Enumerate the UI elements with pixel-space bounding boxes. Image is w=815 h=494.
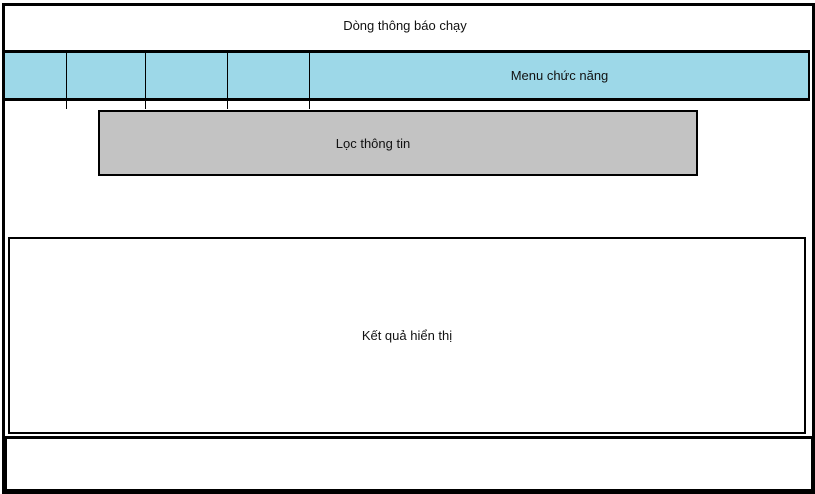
menu-slot-1[interactable] <box>5 53 67 109</box>
filter-label: Lọc thông tin <box>335 135 411 151</box>
results-label: Kết quả hiển thị <box>361 328 453 343</box>
function-menu-area: Menu chức năng <box>311 53 808 98</box>
footer-bar <box>4 436 814 492</box>
menu-slot-2[interactable] <box>67 53 146 109</box>
ticker-bar: Dòng thông báo chạy <box>3 3 807 47</box>
function-menu-bar: Menu chức năng <box>3 50 810 109</box>
results-panel: Kết quả hiển thị <box>8 237 806 434</box>
filter-panel[interactable]: Lọc thông tin <box>98 110 698 176</box>
function-menu-label: Menu chức năng <box>510 68 609 83</box>
ticker-label: Dòng thông báo chạy <box>343 17 467 33</box>
menu-slot-3[interactable] <box>146 53 228 109</box>
menu-slot-4[interactable] <box>228 53 310 109</box>
